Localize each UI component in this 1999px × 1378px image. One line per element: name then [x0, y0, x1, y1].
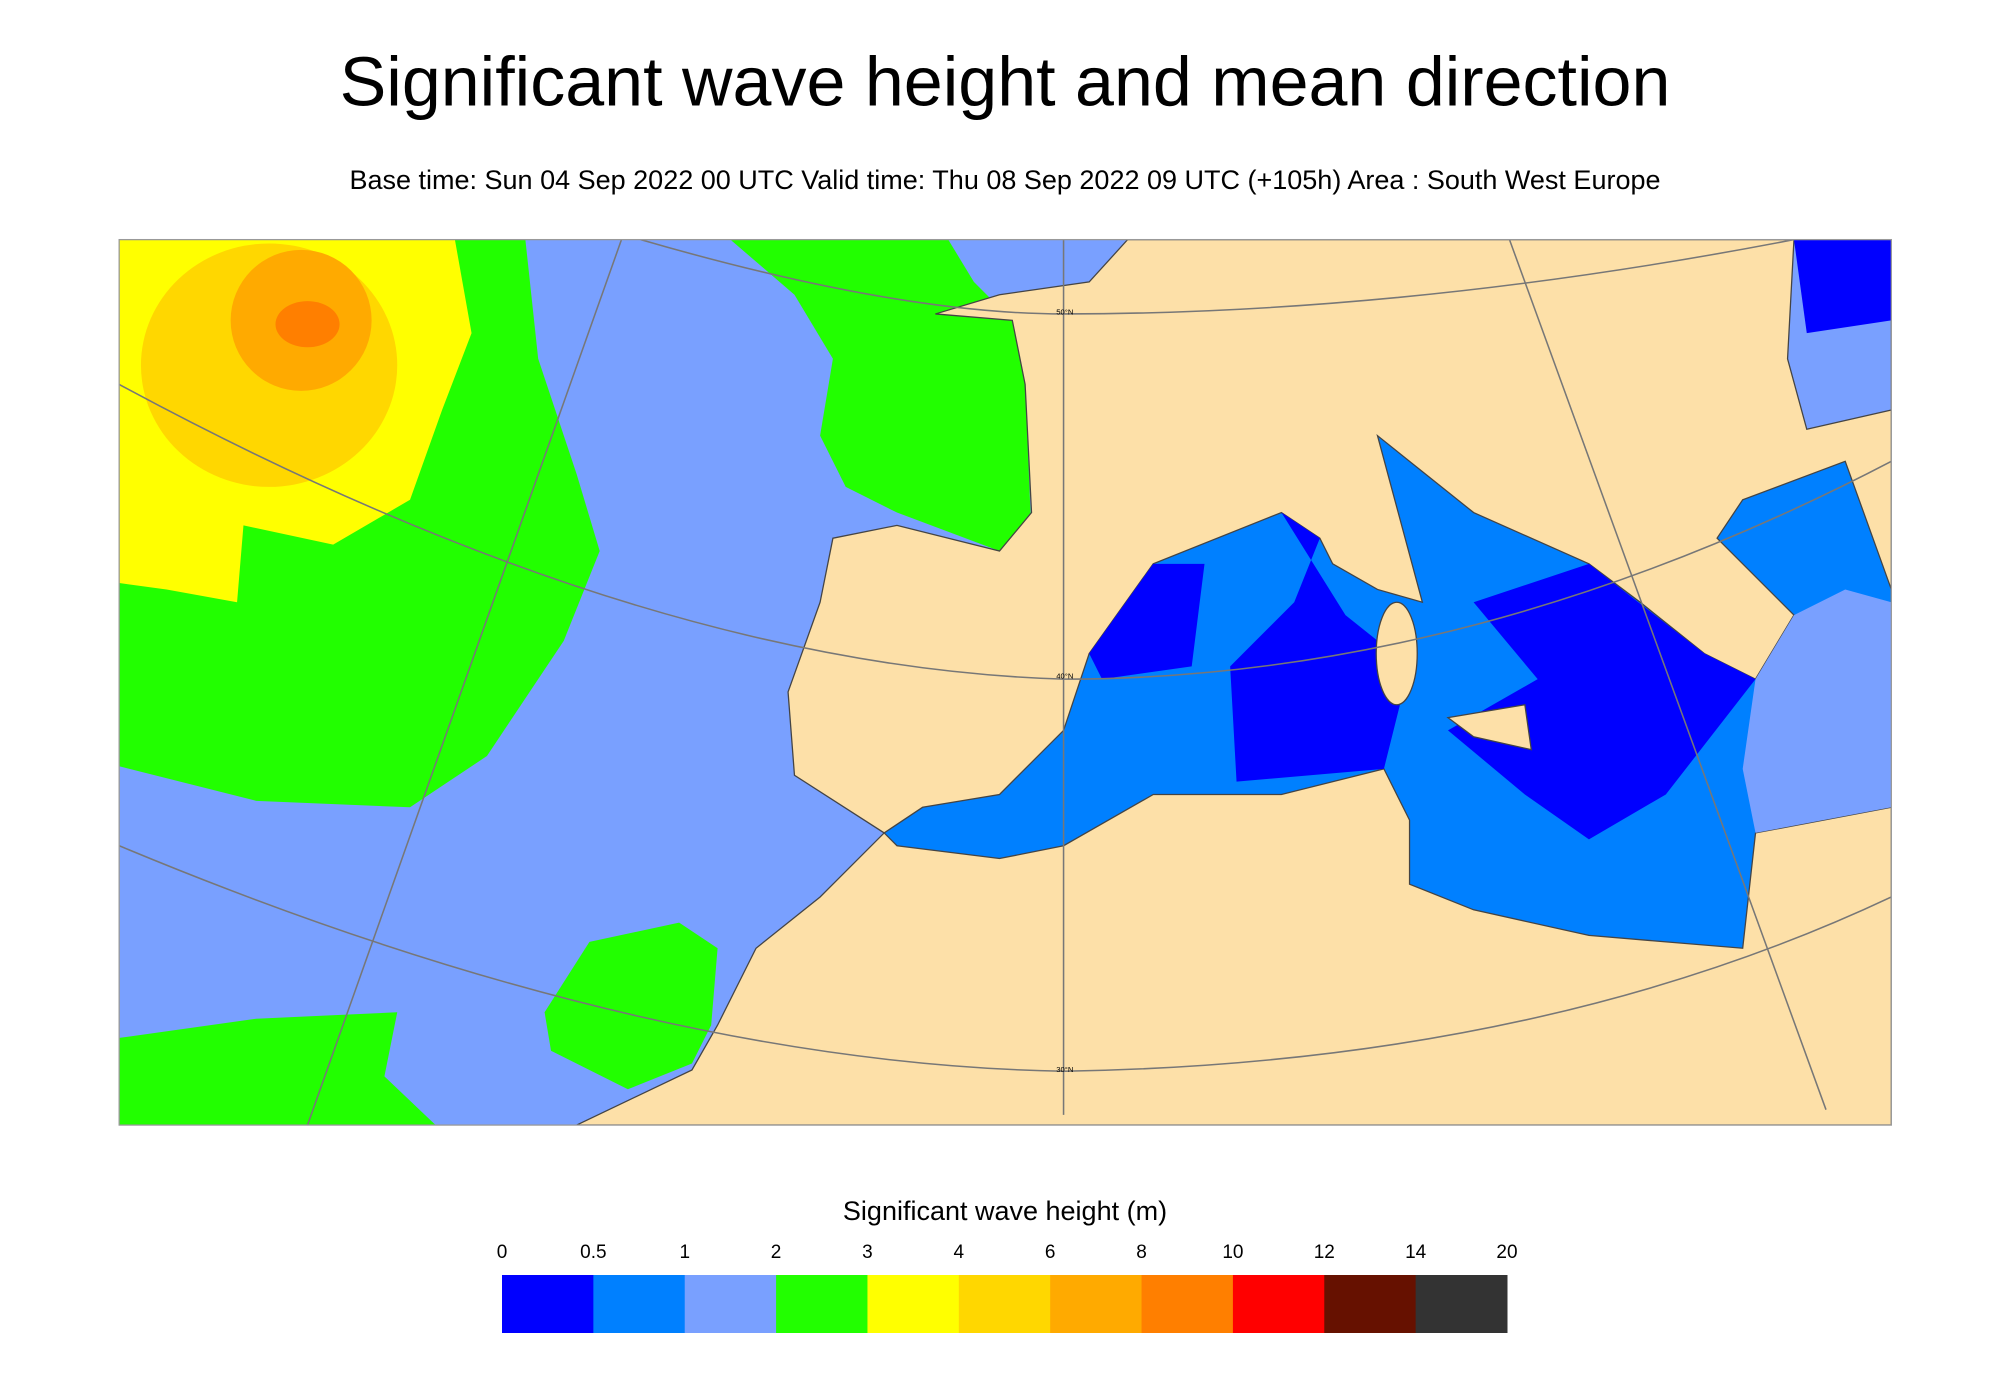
- wave-area: [1742, 589, 1892, 833]
- legend-swatch: [593, 1275, 686, 1333]
- latitude-label: 30°N: [1056, 1065, 1073, 1074]
- legend-swatch: [776, 1275, 868, 1333]
- legend-swatch: [1324, 1275, 1417, 1333]
- legend-tick-label: 6: [1045, 1242, 1056, 1263]
- legend-tick-label: 4: [954, 1242, 965, 1263]
- graticule: [119, 239, 1892, 1126]
- legend-swatch: [1415, 1275, 1508, 1333]
- subtitle: Base time: Sun 04 Sep 2022 00 UTC Valid …: [349, 165, 1660, 195]
- latitude-label: 40°N: [1056, 672, 1073, 681]
- black-sea-calm: [1793, 239, 1892, 334]
- legend-tick-label: 8: [1136, 1242, 1147, 1263]
- wave-area: [119, 1012, 436, 1126]
- legend-tick-label: 2: [771, 1242, 782, 1263]
- legend-tick-label: 10: [1222, 1242, 1243, 1263]
- wave-area: [1230, 512, 1410, 782]
- map-frame: [118, 238, 1892, 1126]
- legend: 0 0.5 1 2 3 4 6 8 10 12 14 20: [497, 1242, 1518, 1333]
- wave-area: [1447, 563, 1756, 840]
- wave-area: [544, 922, 718, 1090]
- wave-area: [730, 239, 1032, 552]
- legend-tick-label: 0.5: [580, 1242, 606, 1263]
- island: [1375, 601, 1418, 706]
- legend-swatch: [1141, 1275, 1234, 1333]
- legend-tick-label: 12: [1314, 1242, 1335, 1263]
- wave-area: [1089, 563, 1205, 680]
- legend-tick-label: 20: [1496, 1242, 1517, 1263]
- title: Significant wave height and mean directi…: [340, 42, 1671, 120]
- legend-tick-label: 14: [1405, 1242, 1427, 1263]
- legend-swatch: [1050, 1275, 1143, 1333]
- island: [1446, 704, 1533, 751]
- legend-swatch: [1232, 1275, 1325, 1333]
- wave-area: [275, 301, 340, 348]
- legend-tick-label: 1: [679, 1242, 690, 1263]
- map: 50°N 40°N 30°N: [118, 238, 1892, 1126]
- legend-tick-label: 0: [497, 1242, 508, 1263]
- legend-tick-label: 3: [862, 1242, 873, 1263]
- legend-swatch: [684, 1275, 777, 1333]
- legend-title: Significant wave height (m): [843, 1196, 1167, 1226]
- legend-swatch: [867, 1275, 960, 1333]
- legend-swatch: [958, 1275, 1051, 1333]
- latitude-label: 50°N: [1056, 308, 1073, 317]
- legend-swatch: [502, 1275, 594, 1333]
